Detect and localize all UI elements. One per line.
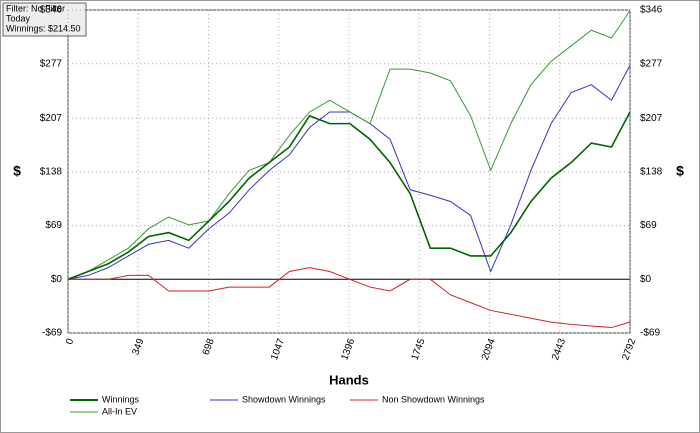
- legend-label: All-In EV: [102, 406, 137, 416]
- y-tick-label: -$69: [42, 328, 62, 339]
- y-tick-label: $0: [51, 274, 63, 285]
- legend-label: Showdown Winnings: [242, 394, 326, 404]
- y2-tick-label: -$69: [640, 328, 660, 339]
- series-line: [67, 10, 631, 280]
- info-text: Winnings: $214.50: [6, 23, 81, 33]
- info-box: [2, 2, 87, 37]
- x-axis-label: Hands: [329, 372, 369, 387]
- y-axis-label: $: [13, 163, 21, 179]
- series-line: [68, 267, 631, 329]
- y2-tick-label: $138: [640, 167, 663, 178]
- y2-tick-label: $277: [640, 58, 663, 69]
- x-tick-label: 0: [64, 337, 76, 346]
- y2-tick-label: $346: [640, 5, 663, 16]
- series-line: [67, 111, 631, 281]
- info-text: Filter: No Filter: [6, 3, 65, 13]
- y-tick-label: $277: [40, 58, 63, 69]
- legend-label: Non Showdown Winnings: [382, 394, 485, 404]
- y2-tick-label: $0: [640, 274, 652, 285]
- y-tick-label: $138: [40, 167, 63, 178]
- y-tick-label: $207: [40, 113, 63, 124]
- y2-tick-label: $207: [640, 113, 663, 124]
- legend-label: Winnings: [102, 394, 140, 404]
- y-tick-label: $69: [45, 220, 62, 231]
- y2-tick-label: $69: [640, 220, 657, 231]
- y-tick-label: $346: [40, 5, 63, 16]
- y2-axis-label: $: [676, 163, 684, 179]
- info-text: Today: [6, 13, 31, 23]
